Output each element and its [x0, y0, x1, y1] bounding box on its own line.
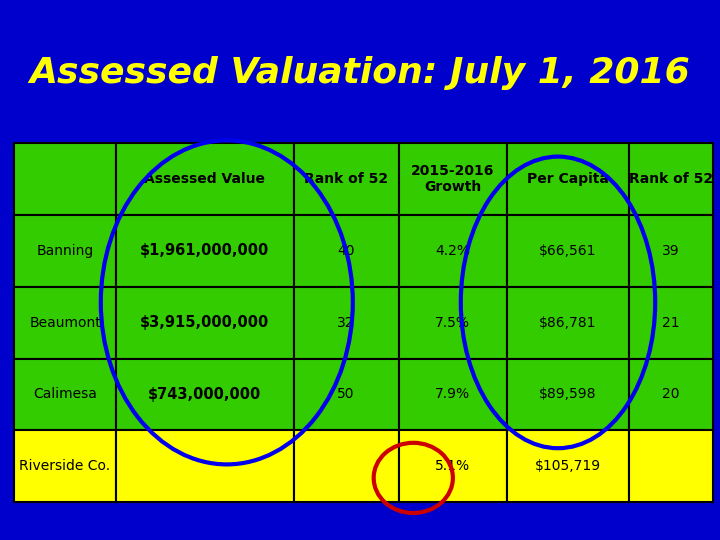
Bar — [399, 143, 507, 215]
Bar — [507, 287, 629, 359]
Text: Beaumont: Beaumont — [29, 316, 101, 329]
Text: $66,561: $66,561 — [539, 244, 597, 258]
Bar — [629, 215, 713, 287]
Bar — [14, 430, 116, 502]
Bar — [294, 287, 399, 359]
Bar — [294, 430, 399, 502]
Text: 39: 39 — [662, 244, 680, 258]
Text: Banning: Banning — [37, 244, 94, 258]
Bar — [629, 143, 713, 215]
Text: 4.2%: 4.2% — [435, 244, 470, 258]
Bar — [399, 215, 507, 287]
Text: 5.1%: 5.1% — [435, 460, 470, 473]
Bar — [116, 430, 294, 502]
Bar — [399, 430, 507, 502]
Bar — [14, 287, 116, 359]
Text: 7.9%: 7.9% — [435, 388, 470, 401]
Text: $89,598: $89,598 — [539, 388, 597, 401]
Bar — [116, 359, 294, 430]
Bar — [507, 215, 629, 287]
Bar — [0, 16, 720, 130]
Text: $1,961,000,000: $1,961,000,000 — [140, 244, 269, 258]
Text: 7.5%: 7.5% — [435, 316, 470, 329]
Text: Rank of 52: Rank of 52 — [629, 172, 713, 186]
Bar — [507, 430, 629, 502]
Text: 50: 50 — [338, 388, 355, 401]
Bar — [14, 215, 116, 287]
Text: Per Capita: Per Capita — [527, 172, 609, 186]
Text: Calimesa: Calimesa — [33, 388, 97, 401]
Text: 32: 32 — [338, 316, 355, 329]
Bar — [116, 215, 294, 287]
Bar — [14, 143, 116, 215]
Bar — [14, 359, 116, 430]
Bar — [399, 287, 507, 359]
Text: Assessed Value: Assessed Value — [144, 172, 265, 186]
Bar — [294, 359, 399, 430]
Bar — [116, 287, 294, 359]
Text: $86,781: $86,781 — [539, 316, 597, 329]
Text: 20: 20 — [662, 388, 680, 401]
Text: Rank of 52: Rank of 52 — [304, 172, 388, 186]
Text: 21: 21 — [662, 316, 680, 329]
Bar — [294, 215, 399, 287]
Bar — [629, 430, 713, 502]
Bar — [629, 287, 713, 359]
Text: Riverside Co.: Riverside Co. — [19, 460, 111, 473]
Text: $743,000,000: $743,000,000 — [148, 387, 261, 402]
Bar — [294, 143, 399, 215]
Bar — [507, 143, 629, 215]
Bar — [399, 359, 507, 430]
Text: Assessed Valuation: July 1, 2016: Assessed Valuation: July 1, 2016 — [30, 56, 690, 90]
Text: 40: 40 — [338, 244, 355, 258]
Bar — [629, 359, 713, 430]
Bar — [507, 359, 629, 430]
Text: $3,915,000,000: $3,915,000,000 — [140, 315, 269, 330]
Text: 2015-2016
Growth: 2015-2016 Growth — [411, 164, 495, 194]
Text: $105,719: $105,719 — [535, 460, 601, 473]
Bar — [116, 143, 294, 215]
